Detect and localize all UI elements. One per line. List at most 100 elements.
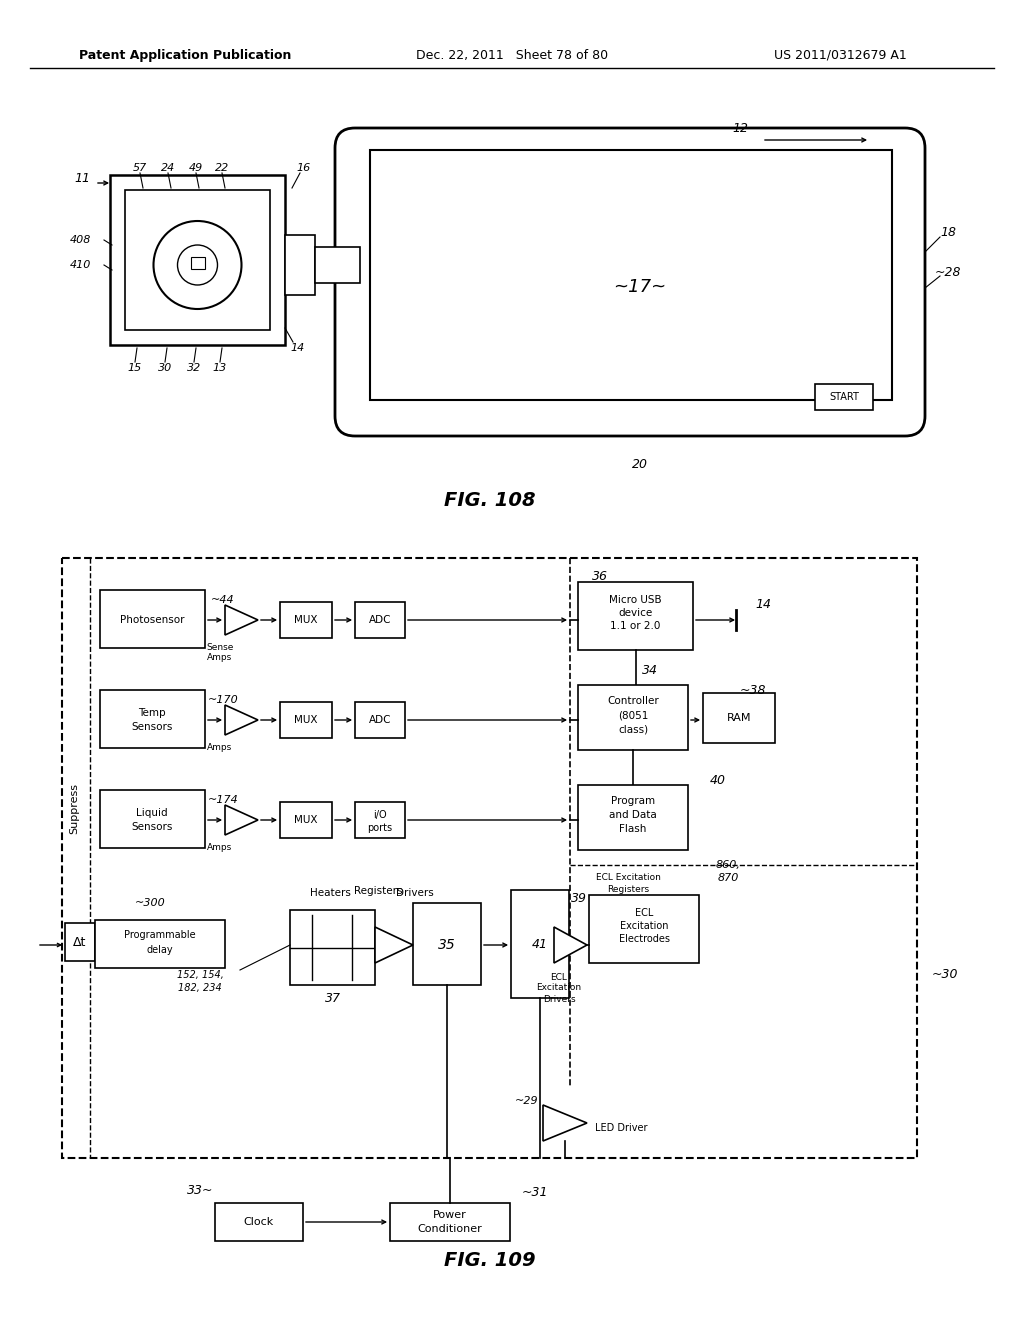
Text: 35: 35 xyxy=(438,939,456,952)
Text: 14: 14 xyxy=(755,598,771,611)
Text: Electrodes: Electrodes xyxy=(618,935,670,944)
Text: Registers: Registers xyxy=(353,886,402,896)
Text: 57: 57 xyxy=(133,162,147,173)
FancyBboxPatch shape xyxy=(578,685,688,750)
Text: 408: 408 xyxy=(70,235,91,246)
Text: Excitation: Excitation xyxy=(537,983,582,993)
Text: 36: 36 xyxy=(592,569,608,582)
Text: 22: 22 xyxy=(215,162,229,173)
FancyBboxPatch shape xyxy=(100,590,205,648)
FancyBboxPatch shape xyxy=(355,803,406,838)
Text: FIG. 108: FIG. 108 xyxy=(444,491,536,510)
Text: Suppress: Suppress xyxy=(69,783,79,833)
Text: 30: 30 xyxy=(158,363,172,374)
Text: 24: 24 xyxy=(161,162,175,173)
Text: 20: 20 xyxy=(632,458,648,471)
Text: 39: 39 xyxy=(571,891,587,904)
Text: Liquid: Liquid xyxy=(136,808,168,818)
Text: Sensors: Sensors xyxy=(131,722,173,733)
Text: 152, 154,: 152, 154, xyxy=(176,970,223,979)
FancyBboxPatch shape xyxy=(355,602,406,638)
FancyBboxPatch shape xyxy=(355,702,406,738)
Polygon shape xyxy=(225,605,258,635)
Text: 11: 11 xyxy=(74,172,90,185)
Text: 37: 37 xyxy=(325,993,341,1006)
Text: Δt: Δt xyxy=(74,936,87,949)
FancyBboxPatch shape xyxy=(315,247,360,282)
Text: 40: 40 xyxy=(710,774,726,787)
FancyBboxPatch shape xyxy=(100,789,205,847)
FancyBboxPatch shape xyxy=(280,702,332,738)
Text: ~28: ~28 xyxy=(935,265,962,279)
FancyBboxPatch shape xyxy=(215,1203,303,1241)
Text: Drivers: Drivers xyxy=(396,888,434,898)
Text: MUX: MUX xyxy=(294,715,317,725)
Text: Sensors: Sensors xyxy=(131,822,173,832)
Text: Temp: Temp xyxy=(138,708,166,718)
Text: and Data: and Data xyxy=(609,810,656,820)
Text: 32: 32 xyxy=(186,363,201,374)
FancyBboxPatch shape xyxy=(578,785,688,850)
Text: Excitation: Excitation xyxy=(620,921,669,931)
Text: ~38: ~38 xyxy=(739,684,766,697)
Text: LED Driver: LED Driver xyxy=(595,1123,647,1133)
FancyBboxPatch shape xyxy=(62,558,918,1158)
Text: ECL: ECL xyxy=(635,908,653,917)
Text: Amps: Amps xyxy=(208,843,232,853)
Text: Flash: Flash xyxy=(620,824,647,834)
Text: Sense: Sense xyxy=(206,644,233,652)
Text: ADC: ADC xyxy=(369,615,391,624)
Text: ~30: ~30 xyxy=(932,969,958,982)
Text: Amps: Amps xyxy=(208,743,232,752)
Text: ~31: ~31 xyxy=(522,1187,548,1200)
Text: 14: 14 xyxy=(291,343,305,352)
FancyBboxPatch shape xyxy=(413,903,481,985)
Polygon shape xyxy=(375,927,413,964)
Text: i/O: i/O xyxy=(373,810,387,820)
Text: FIG. 109: FIG. 109 xyxy=(444,1250,536,1270)
Text: ~17~: ~17~ xyxy=(613,279,667,296)
Text: delay: delay xyxy=(146,945,173,954)
FancyBboxPatch shape xyxy=(65,923,95,961)
Text: (8051: (8051 xyxy=(617,710,648,719)
Text: 34: 34 xyxy=(642,664,658,676)
Polygon shape xyxy=(543,1105,587,1140)
Polygon shape xyxy=(225,705,258,735)
Text: 860,: 860, xyxy=(716,861,740,870)
Text: 13: 13 xyxy=(213,363,227,374)
Text: Patent Application Publication: Patent Application Publication xyxy=(79,49,291,62)
Text: Heaters: Heaters xyxy=(309,888,350,898)
FancyBboxPatch shape xyxy=(511,890,569,998)
Text: Amps: Amps xyxy=(208,653,232,663)
Text: Micro USB: Micro USB xyxy=(609,595,662,605)
Text: ~29: ~29 xyxy=(515,1096,539,1106)
FancyBboxPatch shape xyxy=(190,257,205,269)
FancyBboxPatch shape xyxy=(815,384,873,411)
Text: Registers: Registers xyxy=(607,884,649,894)
Text: Dec. 22, 2011   Sheet 78 of 80: Dec. 22, 2011 Sheet 78 of 80 xyxy=(416,49,608,62)
Text: class): class) xyxy=(617,723,648,734)
Text: 18: 18 xyxy=(940,226,956,239)
Text: RAM: RAM xyxy=(727,713,752,723)
Text: 1.1 or 2.0: 1.1 or 2.0 xyxy=(610,620,660,631)
Text: START: START xyxy=(829,392,859,403)
FancyBboxPatch shape xyxy=(703,693,775,743)
Text: MUX: MUX xyxy=(294,615,317,624)
Text: ~174: ~174 xyxy=(208,795,239,805)
Text: MUX: MUX xyxy=(294,814,317,825)
FancyBboxPatch shape xyxy=(280,602,332,638)
Text: 15: 15 xyxy=(128,363,142,374)
Circle shape xyxy=(154,220,242,309)
FancyBboxPatch shape xyxy=(589,895,699,964)
Text: US 2011/0312679 A1: US 2011/0312679 A1 xyxy=(773,49,906,62)
Text: 410: 410 xyxy=(70,260,91,271)
Text: 33~: 33~ xyxy=(186,1184,213,1197)
Text: Program: Program xyxy=(611,796,655,807)
Circle shape xyxy=(177,246,217,285)
Text: Power: Power xyxy=(433,1210,467,1220)
Text: 182, 234: 182, 234 xyxy=(178,983,222,993)
Text: Drivers: Drivers xyxy=(543,994,575,1003)
Text: Programmable: Programmable xyxy=(124,931,196,940)
FancyBboxPatch shape xyxy=(100,690,205,748)
Text: Controller: Controller xyxy=(607,696,658,706)
